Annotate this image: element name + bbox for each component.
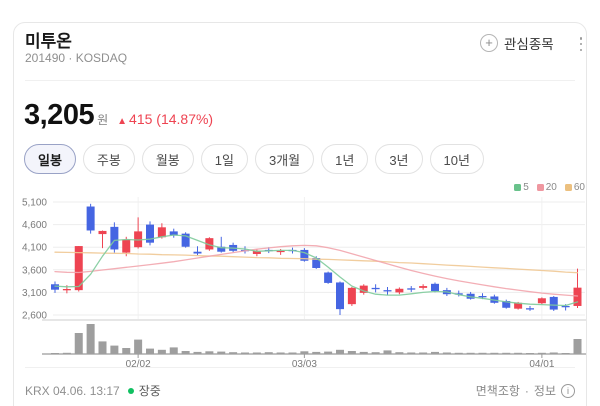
legend-swatch-icon (564, 184, 572, 191)
footer-divider (25, 367, 575, 368)
tab-daily[interactable]: 일봉 (24, 144, 76, 174)
watchlist-label: 관심종목 (504, 37, 554, 52)
svg-text:5,100: 5,100 (22, 198, 47, 209)
tab-1day[interactable]: 1일 (200, 144, 248, 174)
change-percent: (14.87%) (156, 111, 214, 127)
tab-weekly[interactable]: 주봉 (82, 144, 135, 174)
legend-ma5: 5 (514, 182, 529, 193)
kebab-menu-icon[interactable] (575, 37, 587, 51)
svg-text:04/01: 04/01 (529, 359, 554, 368)
exchange-datetime: KRX 04.06. 13:17 (25, 383, 120, 398)
tab-1year[interactable]: 1년 (321, 144, 369, 174)
disclaimer-link[interactable]: 면책조항 (475, 384, 520, 398)
market-info: KRX 04.06. 13:17 장중 (25, 382, 161, 399)
svg-text:3,100: 3,100 (22, 288, 47, 299)
price-change: ▲ 415 (14.87%) (117, 111, 213, 127)
stock-title: 미투온 (25, 32, 72, 51)
ma-legend: 5 20 60 (514, 182, 585, 193)
stock-code-market: 201490 · KOSDAQ (25, 51, 128, 65)
svg-text:4,600: 4,600 (22, 220, 47, 231)
footer-links: 면책조항 · 정보 i (476, 382, 575, 399)
price-row: 3,205 원 ▲ 415 (14.87%) (24, 99, 213, 132)
svg-text:2,600: 2,600 (22, 311, 47, 322)
market-open-dot-icon (127, 387, 134, 394)
tab-10year[interactable]: 10년 (429, 144, 484, 174)
stock-chart[interactable]: 5,100 4,600 4,100 3,600 3,100 2,600 02/02 03/03… (0, 182, 600, 368)
change-value: 415 (129, 111, 153, 127)
legend-swatch-icon (514, 184, 522, 191)
tab-3year[interactable]: 3년 (375, 144, 423, 174)
header-divider (25, 80, 575, 81)
chart-period-tabs: 일봉 주봉 월봉 1일 3개월 1년 3년 10년 (24, 144, 484, 174)
plus-circle-icon: + (480, 34, 498, 52)
up-arrow-icon: ▲ (117, 116, 128, 127)
svg-text:4,100: 4,100 (22, 243, 47, 254)
svg-text:02/02: 02/02 (126, 359, 151, 368)
legend-ma20: 20 (536, 182, 557, 193)
stock-card (13, 22, 587, 406)
info-link[interactable]: 정보 (533, 384, 556, 398)
add-watchlist-button[interactable]: + 관심종목 (480, 33, 554, 53)
tab-monthly[interactable]: 월봉 (141, 144, 194, 174)
svg-text:03/03: 03/03 (292, 359, 317, 368)
current-price: 3,205 (24, 99, 95, 131)
info-circle-icon[interactable]: i (561, 383, 575, 398)
footer-separator: · (524, 383, 529, 398)
legend-ma60: 60 (564, 182, 585, 193)
currency-label: 원 (97, 113, 109, 127)
svg-text:3,600: 3,600 (22, 265, 47, 276)
market-status: 장중 (138, 384, 161, 398)
legend-swatch-icon (536, 184, 544, 191)
tab-3month[interactable]: 3개월 (254, 144, 315, 174)
